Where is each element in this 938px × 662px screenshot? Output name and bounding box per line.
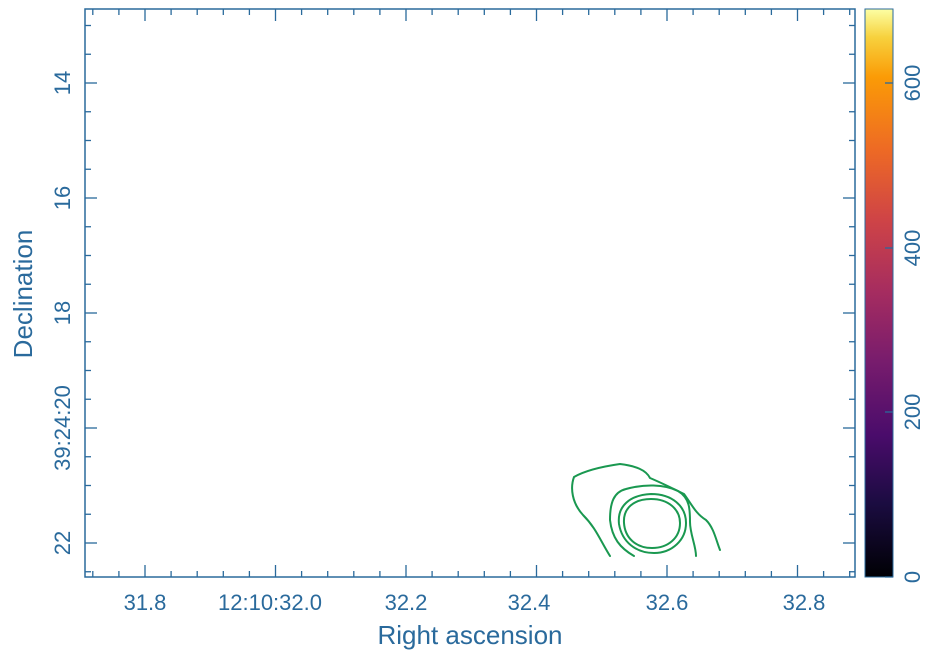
x-tick-label: 12:10:32.0 [218, 590, 322, 615]
colorbar-tick-label: 200 [900, 394, 925, 431]
colorbar-tick-labels: 0 200 400 600 [900, 65, 925, 583]
y-tick-label: 22 [50, 531, 75, 555]
x-tick-labels: 31.8 12:10:32.0 32.2 32.4 32.6 32.8 [124, 590, 826, 615]
y-tick-label: 16 [50, 186, 75, 210]
contour-level-2 [609, 484, 697, 557]
y-tick-labels: 14 16 18 39:24:20 22 [50, 71, 75, 555]
y-axis-label: Declination [8, 230, 38, 359]
x-tick-label: 31.8 [124, 590, 167, 615]
minor-ticks [85, 9, 855, 577]
plot-frame [84, 8, 856, 578]
contour-group [571, 463, 721, 557]
colorbar-ticks [885, 82, 893, 578]
y-tick-label: 18 [50, 301, 75, 325]
colorbar-tick-label: 0 [900, 571, 925, 583]
x-tick-label: 32.6 [646, 590, 689, 615]
x-tick-label: 32.4 [508, 590, 551, 615]
x-tick-label: 32.2 [385, 590, 428, 615]
colorbar-tick-label: 600 [900, 65, 925, 102]
x-tick-label: 32.8 [783, 590, 826, 615]
colorbar [864, 8, 894, 578]
colorbar-tick-label: 400 [900, 230, 925, 267]
y-tick-label: 14 [50, 71, 75, 95]
contour-level-1 [571, 463, 721, 557]
contour-level-3 [617, 493, 687, 554]
x-axis-label: Right ascension [378, 620, 563, 650]
y-tick-label: 39:24:20 [50, 385, 75, 471]
contour-level-4 [622, 498, 681, 549]
